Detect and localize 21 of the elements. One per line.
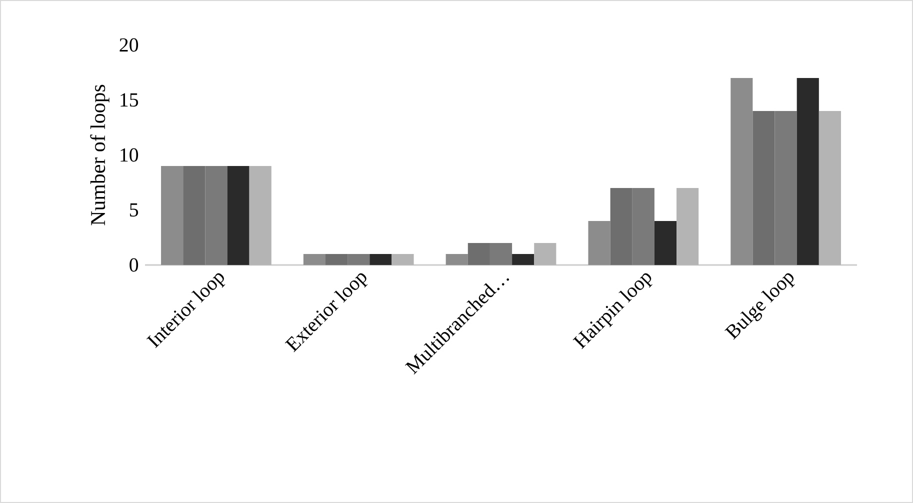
bar [392,254,414,265]
bar [446,254,468,265]
bar [534,242,556,265]
y-tick-label: 0 [130,258,138,272]
bar [588,220,610,265]
bar [818,110,841,265]
bar [676,188,699,265]
bar [512,254,534,265]
bar [161,166,184,265]
y-tick-label: 10 [120,148,138,162]
y-tick-label: 15 [120,93,138,107]
bar [654,220,677,265]
bar [796,78,819,265]
bar [370,254,392,265]
bar [227,166,250,265]
y-tick-label: 20 [120,38,138,52]
y-tick-label: 5 [130,203,138,217]
bar [249,166,272,265]
bar [303,254,326,265]
y-axis-title: Number of loops [90,84,110,226]
bar [730,78,753,265]
